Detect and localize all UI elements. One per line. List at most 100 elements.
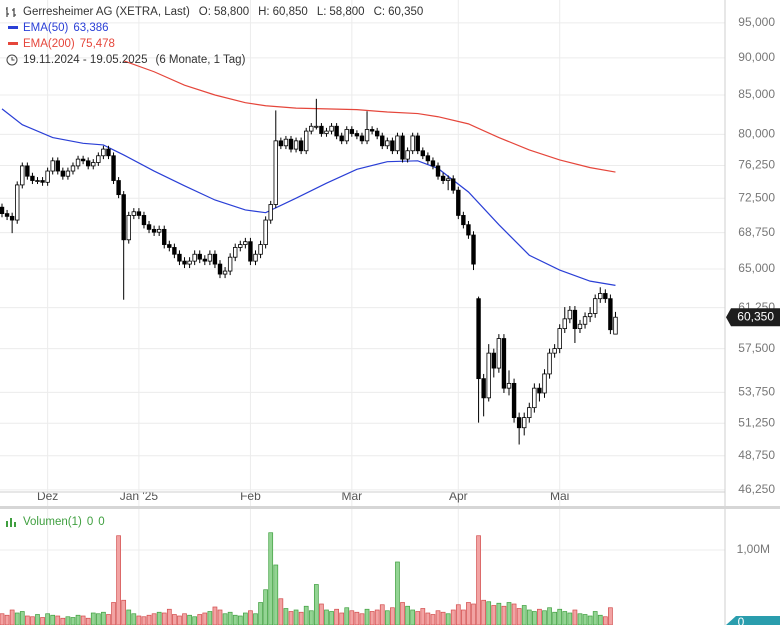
volume-legend-value: 0 [98, 516, 105, 528]
volume-bar [25, 615, 30, 625]
candle-body [405, 150, 410, 160]
candle-body [334, 125, 339, 137]
volume-bar [70, 617, 76, 625]
volume-bar [501, 605, 507, 625]
ohlc-value: 60,350 [388, 6, 424, 18]
volume-bar [232, 614, 238, 625]
volume-bar [542, 610, 547, 625]
candle-body [440, 175, 446, 181]
volume-bar [9, 609, 15, 625]
volume-bar [608, 607, 613, 625]
volume-bar [146, 614, 152, 625]
volume-bar [268, 532, 274, 625]
x-tick-label: Feb [240, 489, 261, 503]
candle-body [96, 155, 101, 163]
candle-body [587, 313, 593, 318]
volume-bar [506, 602, 512, 625]
legend-swatch [8, 26, 18, 29]
volume-bar [45, 613, 50, 625]
candle-body [238, 244, 243, 248]
x-tick-label: Mär [341, 489, 362, 503]
candle-body [420, 150, 426, 157]
candle-body [319, 125, 324, 134]
y-tick-label: 57,500 [738, 341, 775, 355]
volume-bar [420, 608, 426, 625]
volume-bar [243, 612, 248, 625]
candle-body [592, 298, 598, 314]
candle-body [263, 219, 268, 245]
candle-body [65, 170, 71, 177]
x-tick-label: Dez [37, 489, 58, 503]
candle-body [324, 130, 329, 134]
volume-bar [35, 614, 40, 625]
volume-bar [182, 613, 187, 625]
volume-bar [547, 607, 552, 625]
volume-bar [75, 614, 81, 625]
period-text: (6 Monate, 1 Tag) [155, 54, 246, 66]
candle-body [496, 338, 502, 369]
volume-tick-label: 1,00M [737, 542, 770, 556]
candle-body [30, 175, 35, 181]
volume-bar [106, 614, 111, 625]
ohlc-key: C: [373, 6, 386, 18]
candle-body [172, 247, 177, 255]
y-tick-label: 85,000 [738, 87, 775, 101]
volume-bar [390, 607, 395, 625]
volume-bar [303, 605, 309, 625]
candle-body [374, 130, 380, 137]
volume-bar [85, 617, 91, 625]
volume-bar [40, 617, 45, 625]
candle-body [309, 125, 314, 132]
candle-body [207, 253, 213, 262]
volume-bar [461, 609, 466, 625]
y-tick-label: 72,500 [738, 190, 775, 204]
candle-body [298, 140, 304, 152]
legend-swatch [8, 42, 18, 45]
candle-body [243, 241, 248, 245]
volume-bar [410, 609, 416, 625]
candle-body [542, 373, 547, 394]
candle-body [547, 352, 552, 375]
volume-bar [293, 609, 299, 625]
legend-value: 63,386 [73, 22, 109, 34]
volume-bar [496, 602, 502, 625]
candle-body [527, 407, 532, 419]
candle-body [0, 206, 5, 214]
volume-bar [273, 564, 279, 625]
y-tick-label: 51,250 [738, 415, 775, 429]
price-legend: Gerresheimer AG (XETRA, Last) O: 58,800 H… [5, 5, 428, 19]
volume-bar [602, 616, 608, 625]
volume-bar [263, 589, 268, 625]
candle-body [233, 247, 238, 258]
x-tick-label: Mai [550, 489, 569, 503]
candle-body [60, 170, 66, 177]
volume-bar [557, 608, 563, 625]
candle-body [283, 138, 289, 147]
candle-body [364, 129, 370, 142]
volume-bar [455, 604, 461, 625]
candle-body [557, 328, 562, 350]
volume-bar [516, 608, 522, 625]
volume-bar [562, 611, 568, 625]
candle-body [506, 382, 512, 389]
candle-body [481, 378, 486, 399]
volume-bar [151, 613, 157, 625]
volume-bar [50, 614, 56, 625]
volume-bar [471, 603, 476, 625]
candle-body [106, 148, 111, 157]
volume-bar [298, 611, 304, 625]
volume-bar [445, 613, 451, 625]
volume-bar [14, 612, 20, 625]
candle-body [248, 241, 253, 262]
volume-bar [136, 615, 142, 625]
y-tick-label: 53,750 [738, 385, 775, 399]
volume-bar [121, 599, 127, 625]
candle-body [537, 387, 542, 394]
volume-bar [486, 601, 492, 625]
volume-bar [511, 603, 517, 625]
volume-bar [374, 609, 380, 625]
candle-body [20, 165, 25, 186]
candle-body [121, 194, 126, 241]
volume-bar [324, 609, 329, 625]
